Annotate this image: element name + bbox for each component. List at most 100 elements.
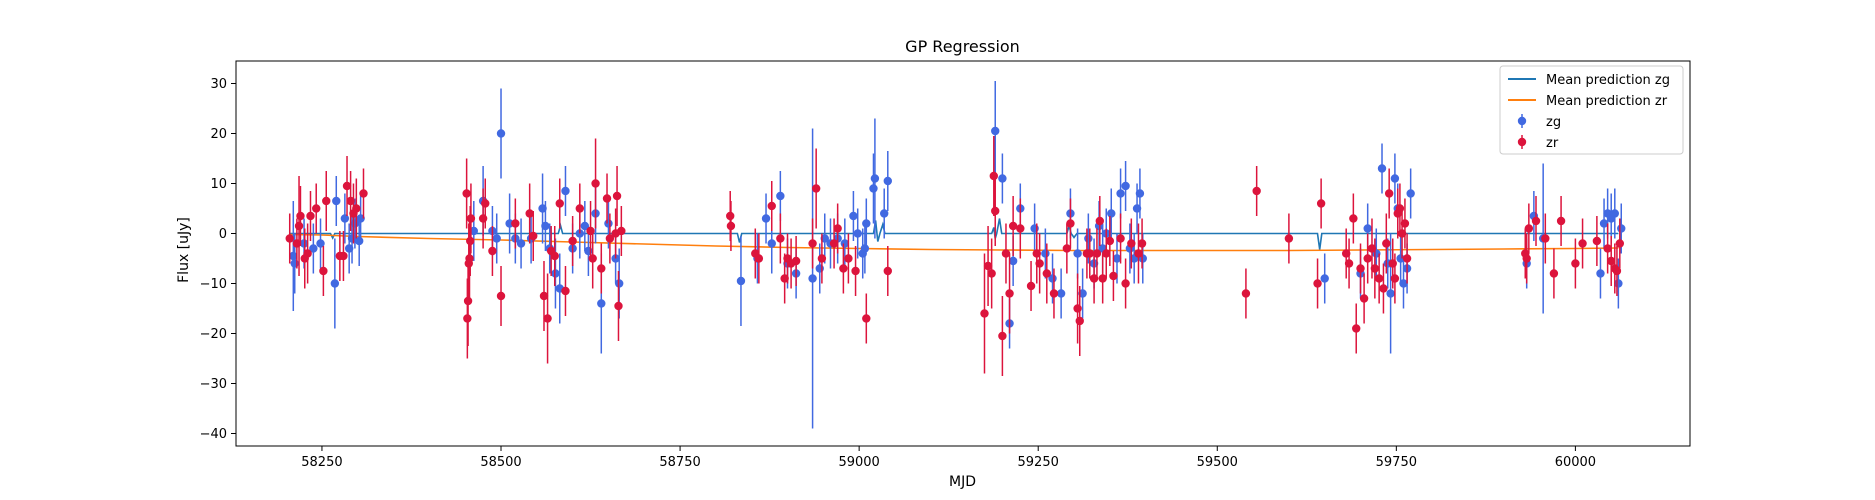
zr-data-point: [561, 286, 570, 296]
zr-data-point: [1370, 264, 1380, 273]
zg-data-point: [998, 174, 1007, 183]
zg-data-point: [496, 129, 506, 138]
zr-data-point: [496, 291, 506, 301]
zr-data-point: [605, 234, 615, 243]
zr-data-point: [791, 256, 801, 266]
series-zr: [285, 136, 1625, 376]
x-tick-label: 59750: [1376, 455, 1417, 470]
zr-data-point: [481, 199, 490, 208]
zr-data-point: [1352, 324, 1361, 333]
zg-data-point: [356, 214, 365, 223]
zr-data-point: [568, 236, 577, 246]
legend-box: [1499, 65, 1684, 155]
zr-data-point: [1612, 266, 1622, 276]
y-tick-label: −20: [200, 327, 227, 342]
zg-data-point: [991, 126, 1000, 136]
zg-data-point: [1056, 289, 1066, 298]
zg-data-point: [853, 229, 862, 238]
zr-data-point: [306, 211, 315, 221]
legend-marker-swatch: [1517, 137, 1527, 147]
zg-data-point: [1390, 174, 1400, 183]
zr-data-point: [488, 246, 497, 256]
zr-data-point: [346, 196, 355, 206]
zg-data-point: [869, 184, 878, 193]
x-tick-label: 59500: [1197, 455, 1238, 470]
zg-data-point: [580, 221, 590, 231]
zr-data-point: [1089, 274, 1099, 283]
zg-data-point: [1596, 269, 1605, 278]
zg-data-point: [340, 214, 350, 223]
zg-data-point: [1116, 189, 1125, 198]
zg-data-point: [880, 209, 889, 218]
zr-data-point: [1109, 271, 1118, 281]
zr-data-point: [339, 251, 348, 261]
y-tick-label: −30: [200, 377, 227, 392]
zr-data-point: [555, 199, 564, 208]
zr-data-point: [1116, 234, 1125, 243]
zg-data-point: [870, 174, 880, 183]
zg-data-point: [1386, 289, 1395, 298]
zr-data-point: [983, 261, 993, 271]
zr-data-point: [1384, 189, 1394, 198]
zr-data-point: [1363, 254, 1372, 263]
zr-data-point: [617, 226, 626, 236]
y-tick-label: 10: [210, 177, 227, 192]
zr-data-point: [862, 314, 871, 323]
zr-data-point: [1035, 259, 1044, 268]
zr-data-point: [1032, 249, 1041, 258]
zr-data-point: [726, 221, 736, 231]
zg-data-point: [808, 274, 817, 283]
zg-data-point: [1132, 204, 1142, 213]
zg-data-point: [344, 244, 354, 253]
zg-data-point: [1135, 189, 1145, 198]
zr-data-point: [1367, 244, 1377, 253]
zr-data-point: [1062, 244, 1072, 253]
zr-data-point: [851, 266, 860, 276]
zr-data-point: [1241, 289, 1251, 298]
zr-data-point: [1105, 236, 1115, 246]
zg-data-point: [316, 239, 325, 248]
zr-data-point: [1549, 269, 1559, 278]
zg-data-point: [1377, 164, 1387, 173]
zr-data-point: [359, 189, 368, 198]
zg-data-point: [541, 221, 550, 231]
zg-data-point: [584, 246, 593, 256]
zr-data-point: [844, 254, 853, 263]
zg-data-point: [1121, 181, 1130, 191]
zr-data-point: [1341, 249, 1351, 258]
zr-data-point: [511, 219, 520, 228]
zg-data-point: [1112, 254, 1122, 263]
zg-data-point: [538, 204, 547, 213]
zr-data-point: [1603, 244, 1612, 253]
y-tick-label: −10: [200, 277, 227, 292]
zr-data-point: [525, 209, 534, 218]
zr-data-point: [1356, 264, 1365, 273]
zr-data-point: [322, 196, 331, 206]
zr-data-point: [1390, 274, 1400, 283]
zr-data-point: [602, 194, 612, 203]
zr-data-point: [1095, 216, 1105, 226]
zg-data-point: [849, 211, 858, 221]
zr-data-point: [296, 211, 305, 221]
zr-data-point: [1121, 279, 1130, 288]
zr-data-point: [1026, 281, 1036, 291]
zg-data-point: [332, 196, 341, 206]
zr-data-point: [575, 204, 585, 213]
axes: 58250 58500 58750 59000 59250 59500 59750 60000…: [200, 60, 1691, 470]
zr-data-point: [811, 184, 821, 193]
zr-data-point: [1592, 236, 1602, 246]
zr-data-point: [1005, 289, 1014, 298]
zr-data-point: [303, 249, 312, 258]
zg-data-point: [1073, 249, 1082, 258]
chart-title: GP Regression: [905, 37, 1020, 56]
zr-data-point: [1284, 234, 1294, 243]
zr-data-point: [883, 266, 892, 276]
zg-data-point: [736, 276, 746, 286]
zr-data-point: [1066, 219, 1075, 228]
x-tick-label: 59000: [838, 455, 879, 470]
zg-data-point: [604, 219, 613, 228]
legend-marker-swatch: [1517, 116, 1527, 126]
zr-data-point: [529, 231, 538, 241]
legend-label: zr: [1546, 136, 1559, 151]
zr-data-point: [591, 179, 600, 188]
